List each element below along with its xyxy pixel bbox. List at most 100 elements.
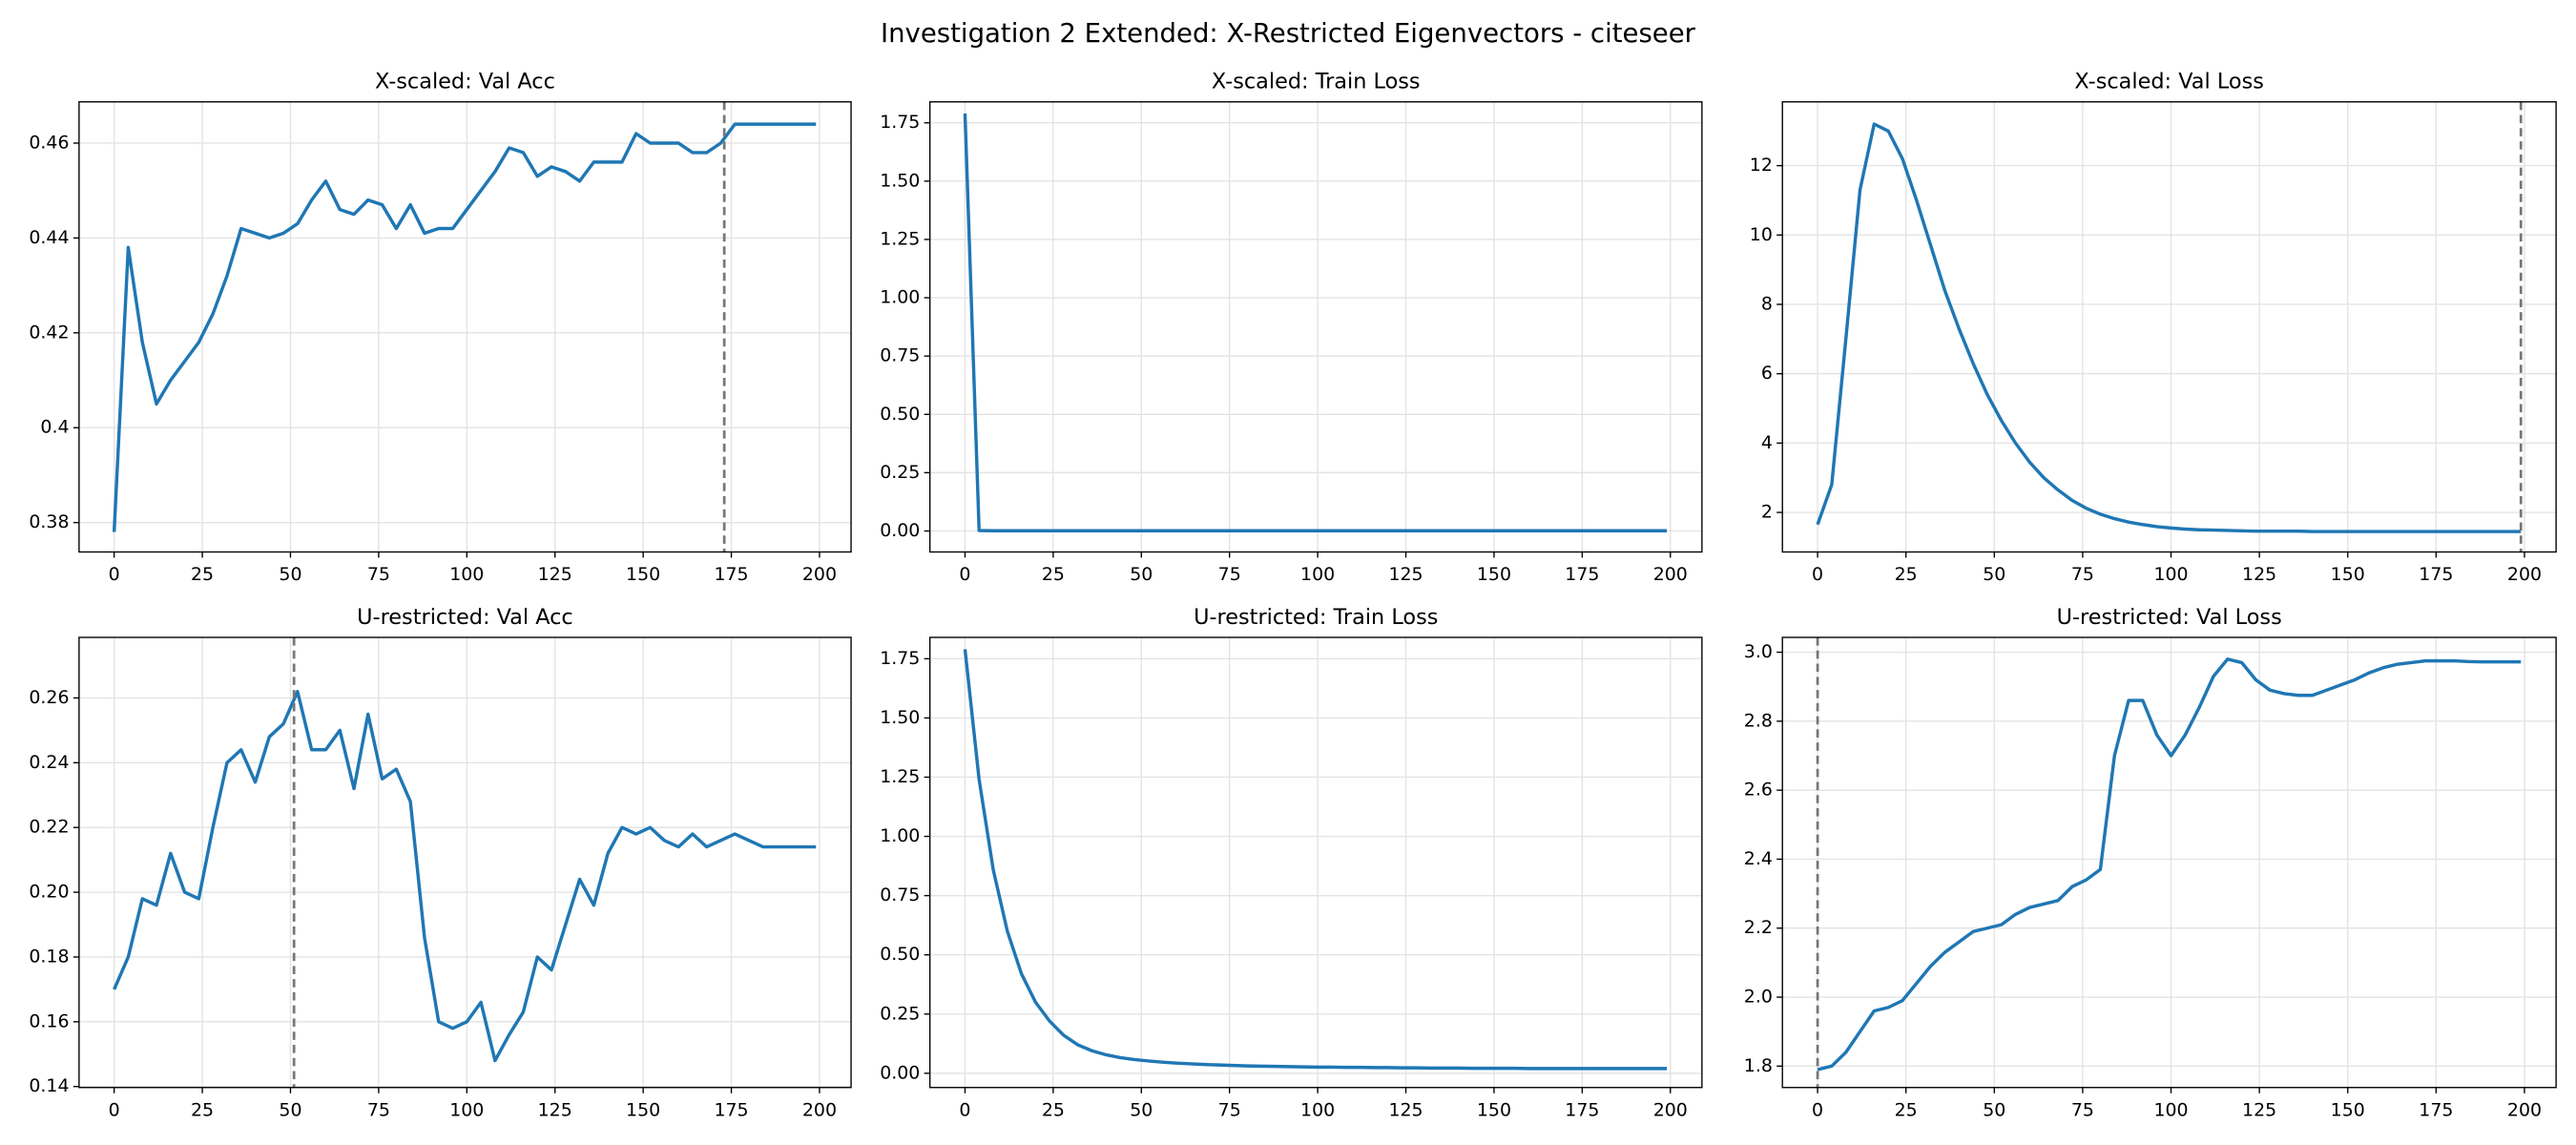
y-tick-label: 0.75 <box>880 345 920 366</box>
x-tick-label: 150 <box>2331 564 2365 585</box>
data-line <box>113 689 817 1063</box>
x-tick-label: 0 <box>109 1099 120 1120</box>
axes-frame <box>928 636 1703 1089</box>
y-tick-label: 2.4 <box>1744 848 1773 869</box>
x-tick-label: 0 <box>109 564 120 585</box>
x-tick-label: 175 <box>2419 1099 2453 1120</box>
x-tick-label: 150 <box>2331 1099 2365 1120</box>
x-tick-label: 200 <box>1653 1099 1688 1120</box>
x-tick-label: 50 <box>1130 1099 1153 1120</box>
x-tick-label: 200 <box>1653 564 1688 585</box>
x-tick-label: 75 <box>2071 564 2094 585</box>
y-tick-label: 3.0 <box>1744 641 1773 662</box>
x-tick-label: 100 <box>2153 1099 2188 1120</box>
x-tick-label: 175 <box>714 1099 748 1120</box>
y-tick-label: 0.25 <box>880 462 920 483</box>
x-tick-label: 25 <box>191 1099 214 1120</box>
y-tick-label: 0.14 <box>29 1075 69 1096</box>
y-tick-label: 0.25 <box>880 1003 920 1024</box>
subplot-title: U-restricted: Train Loss <box>1194 605 1438 630</box>
y-tick-label: 0.4 <box>40 417 69 438</box>
y-tick-label: 2 <box>1761 502 1773 523</box>
y-tick-label: 1.00 <box>880 825 920 846</box>
x-tick-label: 0 <box>959 1099 970 1120</box>
x-tick-label: 125 <box>2242 564 2276 585</box>
axes-frame <box>78 101 852 553</box>
x-tick-label: 25 <box>1895 1099 1918 1120</box>
y-tick-label: 1.00 <box>880 287 920 308</box>
data-line <box>963 113 1668 532</box>
data-line <box>112 122 817 532</box>
data-line <box>1816 122 2522 533</box>
data-line <box>1817 657 2522 1072</box>
x-tick-label: 175 <box>2419 564 2453 585</box>
y-tick-label: 0.00 <box>880 1062 920 1083</box>
x-tick-label: 200 <box>2507 1099 2542 1120</box>
x-tick-label: 150 <box>1477 564 1511 585</box>
subplot-title: X-scaled: Val Acc <box>375 70 555 94</box>
x-tick-label: 100 <box>449 564 484 585</box>
y-tick-label: 0.24 <box>29 752 69 773</box>
x-tick-label: 125 <box>1388 564 1423 585</box>
subplot-title: U-restricted: Val Loss <box>2057 605 2282 630</box>
y-tick-label: 12 <box>1750 155 1773 176</box>
y-tick-label: 0.38 <box>29 511 69 532</box>
x-tick-label: 200 <box>2507 564 2542 585</box>
x-tick-label: 75 <box>367 564 390 585</box>
axes-frame <box>928 101 1703 553</box>
y-tick-label: 1.8 <box>1744 1055 1773 1076</box>
y-tick-label: 0.20 <box>29 882 69 903</box>
x-tick-label: 0 <box>1812 1099 1823 1120</box>
x-tick-label: 150 <box>626 1099 660 1120</box>
axes-frame <box>1781 101 2557 553</box>
x-tick-label: 150 <box>1477 1099 1511 1120</box>
x-tick-label: 25 <box>1042 564 1065 585</box>
axes-frame <box>1781 636 2557 1089</box>
y-tick-label: 0.50 <box>880 404 920 425</box>
x-tick-label: 175 <box>714 564 748 585</box>
x-tick-label: 75 <box>1218 1099 1241 1120</box>
x-tick-label: 200 <box>802 564 837 585</box>
y-tick-label: 1.25 <box>880 766 920 787</box>
y-tick-label: 1.25 <box>880 228 920 249</box>
x-tick-label: 50 <box>279 1099 301 1120</box>
x-tick-label: 100 <box>449 1099 484 1120</box>
y-tick-label: 1.75 <box>880 648 920 669</box>
x-tick-label: 100 <box>2153 564 2188 585</box>
x-tick-label: 50 <box>1983 1099 2005 1120</box>
subplot-title: X-scaled: Val Loss <box>2074 70 2263 94</box>
x-tick-label: 125 <box>1388 1099 1423 1120</box>
y-tick-label: 1.50 <box>880 170 920 191</box>
x-tick-label: 75 <box>1218 564 1241 585</box>
y-tick-label: 0.18 <box>29 946 69 967</box>
y-tick-label: 0.26 <box>29 687 69 708</box>
y-tick-label: 0.46 <box>29 132 69 153</box>
y-tick-label: 1.50 <box>880 707 920 728</box>
x-tick-label: 175 <box>1565 564 1599 585</box>
subplot-title: U-restricted: Val Acc <box>357 605 573 630</box>
x-tick-label: 0 <box>1812 564 1823 585</box>
y-tick-label: 0.44 <box>29 227 69 248</box>
x-tick-label: 50 <box>1130 564 1153 585</box>
y-tick-label: 4 <box>1761 432 1773 453</box>
y-tick-label: 0.22 <box>29 817 69 838</box>
y-tick-label: 6 <box>1761 363 1773 384</box>
y-tick-label: 2.0 <box>1744 987 1773 1008</box>
x-tick-label: 25 <box>1895 564 1918 585</box>
data-line <box>963 649 1668 1071</box>
y-tick-label: 10 <box>1750 224 1773 245</box>
x-tick-label: 100 <box>1300 1099 1335 1120</box>
x-tick-label: 75 <box>367 1099 390 1120</box>
y-tick-label: 2.8 <box>1744 710 1773 731</box>
y-tick-label: 0.42 <box>29 322 69 343</box>
y-tick-label: 0.00 <box>880 520 920 541</box>
x-tick-label: 200 <box>802 1099 837 1120</box>
y-tick-label: 2.2 <box>1744 917 1773 938</box>
x-tick-label: 100 <box>1300 564 1335 585</box>
y-tick-label: 0.50 <box>880 944 920 965</box>
subplot-title: X-scaled: Train Loss <box>1212 70 1421 94</box>
x-tick-label: 25 <box>1042 1099 1065 1120</box>
